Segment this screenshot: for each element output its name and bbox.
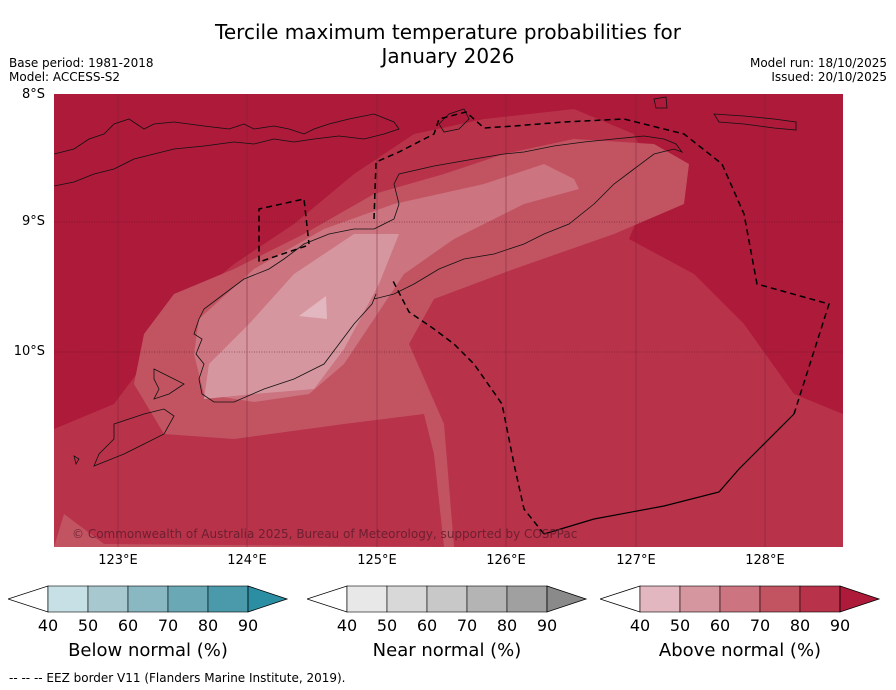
- model-name: Model: ACCESS-S2: [9, 70, 121, 84]
- legend-above-bin-3: [719, 585, 761, 613]
- map-title: Tercile maximum temperature probabilitie…: [0, 20, 896, 68]
- legend-tick: 60: [709, 616, 731, 635]
- island-north-2: [653, 96, 668, 109]
- lon-label-126e: 126°E: [486, 553, 526, 568]
- legend-near-bin-2: [386, 585, 428, 613]
- eez-border: [373, 111, 830, 415]
- legend-near-bin-1: [346, 585, 388, 613]
- legend-below-extend-left: [8, 585, 49, 613]
- legend-tick: 80: [197, 616, 219, 635]
- legend-above-normal: [600, 585, 881, 613]
- copyright-text: © Commonwealth of Australia 2025, Bureau…: [72, 527, 577, 541]
- legend-below-bin-1: [47, 585, 89, 613]
- legend-near-bin-4: [466, 585, 508, 613]
- title-line-2: January 2026: [381, 44, 515, 68]
- legend-above-bin-4: [759, 585, 801, 613]
- legend-tick: 80: [789, 616, 811, 635]
- meta-right: Model run: 18/10/2025 Issued: 20/10/2025: [750, 56, 887, 84]
- legend-tick: 50: [77, 616, 99, 635]
- lat-label-9s: 9°S: [21, 214, 45, 229]
- title-line-1: Tercile maximum temperature probabilitie…: [215, 20, 681, 44]
- meta-left: Base period: 1981-2018 Model: ACCESS-S2: [9, 56, 154, 84]
- legend-tick: 70: [157, 616, 179, 635]
- legend-tick: 40: [336, 616, 358, 635]
- legend-near-bin-5: [506, 585, 548, 613]
- legend-tick: 60: [117, 616, 139, 635]
- legend-below-bin-3: [127, 585, 169, 613]
- legend-tick: 50: [376, 616, 398, 635]
- legend-near-normal: [307, 585, 588, 613]
- islands-southwest: [73, 368, 185, 467]
- legend-above-bin-2: [679, 585, 721, 613]
- lon-label-127e: 127°E: [616, 553, 656, 568]
- legend-below-normal: [8, 585, 289, 613]
- legend-below-title: Below normal (%): [68, 640, 228, 661]
- legend-above-bin-1: [639, 585, 681, 613]
- legend-near-extend-right: [546, 585, 588, 613]
- legend-tick: 40: [629, 616, 651, 635]
- legend-below-bin-5: [207, 585, 249, 613]
- legend-below-bin-2: [87, 585, 129, 613]
- legend-tick: 60: [416, 616, 438, 635]
- footer-eez-note: -- -- -- EEZ border V11 (Flanders Marine…: [9, 671, 346, 685]
- probability-map: © Commonwealth of Australia 2025, Bureau…: [54, 94, 843, 547]
- legend-above-bin-5: [799, 585, 841, 613]
- legend-tick: 90: [829, 616, 851, 635]
- contour-80: [54, 109, 843, 547]
- contour-50: [204, 234, 399, 399]
- lon-label-128e: 128°E: [745, 553, 785, 568]
- legend-tick: 40: [37, 616, 59, 635]
- island-east: [713, 113, 797, 131]
- legend-tick: 90: [536, 616, 558, 635]
- legend-tick: 90: [237, 616, 259, 635]
- lat-label-8s: 8°S: [21, 87, 45, 102]
- base-period: Base period: 1981-2018: [9, 56, 154, 70]
- lon-label-124e: 124°E: [227, 553, 267, 568]
- lat-label-10s: 10°S: [13, 344, 45, 359]
- legend-below-bin-4: [167, 585, 209, 613]
- timor-coast: [193, 135, 684, 403]
- issued-date: Issued: 20/10/2025: [771, 70, 887, 84]
- lon-label-123e: 123°E: [98, 553, 138, 568]
- legend-near-extend-left: [307, 585, 348, 613]
- legend-near-bin-3: [426, 585, 468, 613]
- legend-near-title: Near normal (%): [372, 640, 522, 661]
- legend-tick: 50: [669, 616, 691, 635]
- model-run: Model run: 18/10/2025: [749, 56, 887, 70]
- legend-tick: 70: [749, 616, 771, 635]
- contour-50-peak: [299, 296, 327, 319]
- island-north-1: [438, 108, 470, 133]
- meridians: [117, 94, 766, 547]
- gridlines: [54, 221, 843, 353]
- coastlines: [54, 96, 797, 467]
- alor-wetar-coast: [54, 113, 400, 187]
- legend-below-extend-right: [247, 585, 289, 613]
- legend-above-extend-right: [839, 585, 881, 613]
- lon-label-125e: 125°E: [357, 553, 397, 568]
- legend-tick: 70: [456, 616, 478, 635]
- eez-border-solid: [543, 413, 795, 535]
- legend-above-extend-left: [600, 585, 641, 613]
- legend-above-title: Above normal (%): [658, 640, 822, 661]
- legend-tick: 80: [496, 616, 518, 635]
- eez-border-south: [258, 198, 545, 535]
